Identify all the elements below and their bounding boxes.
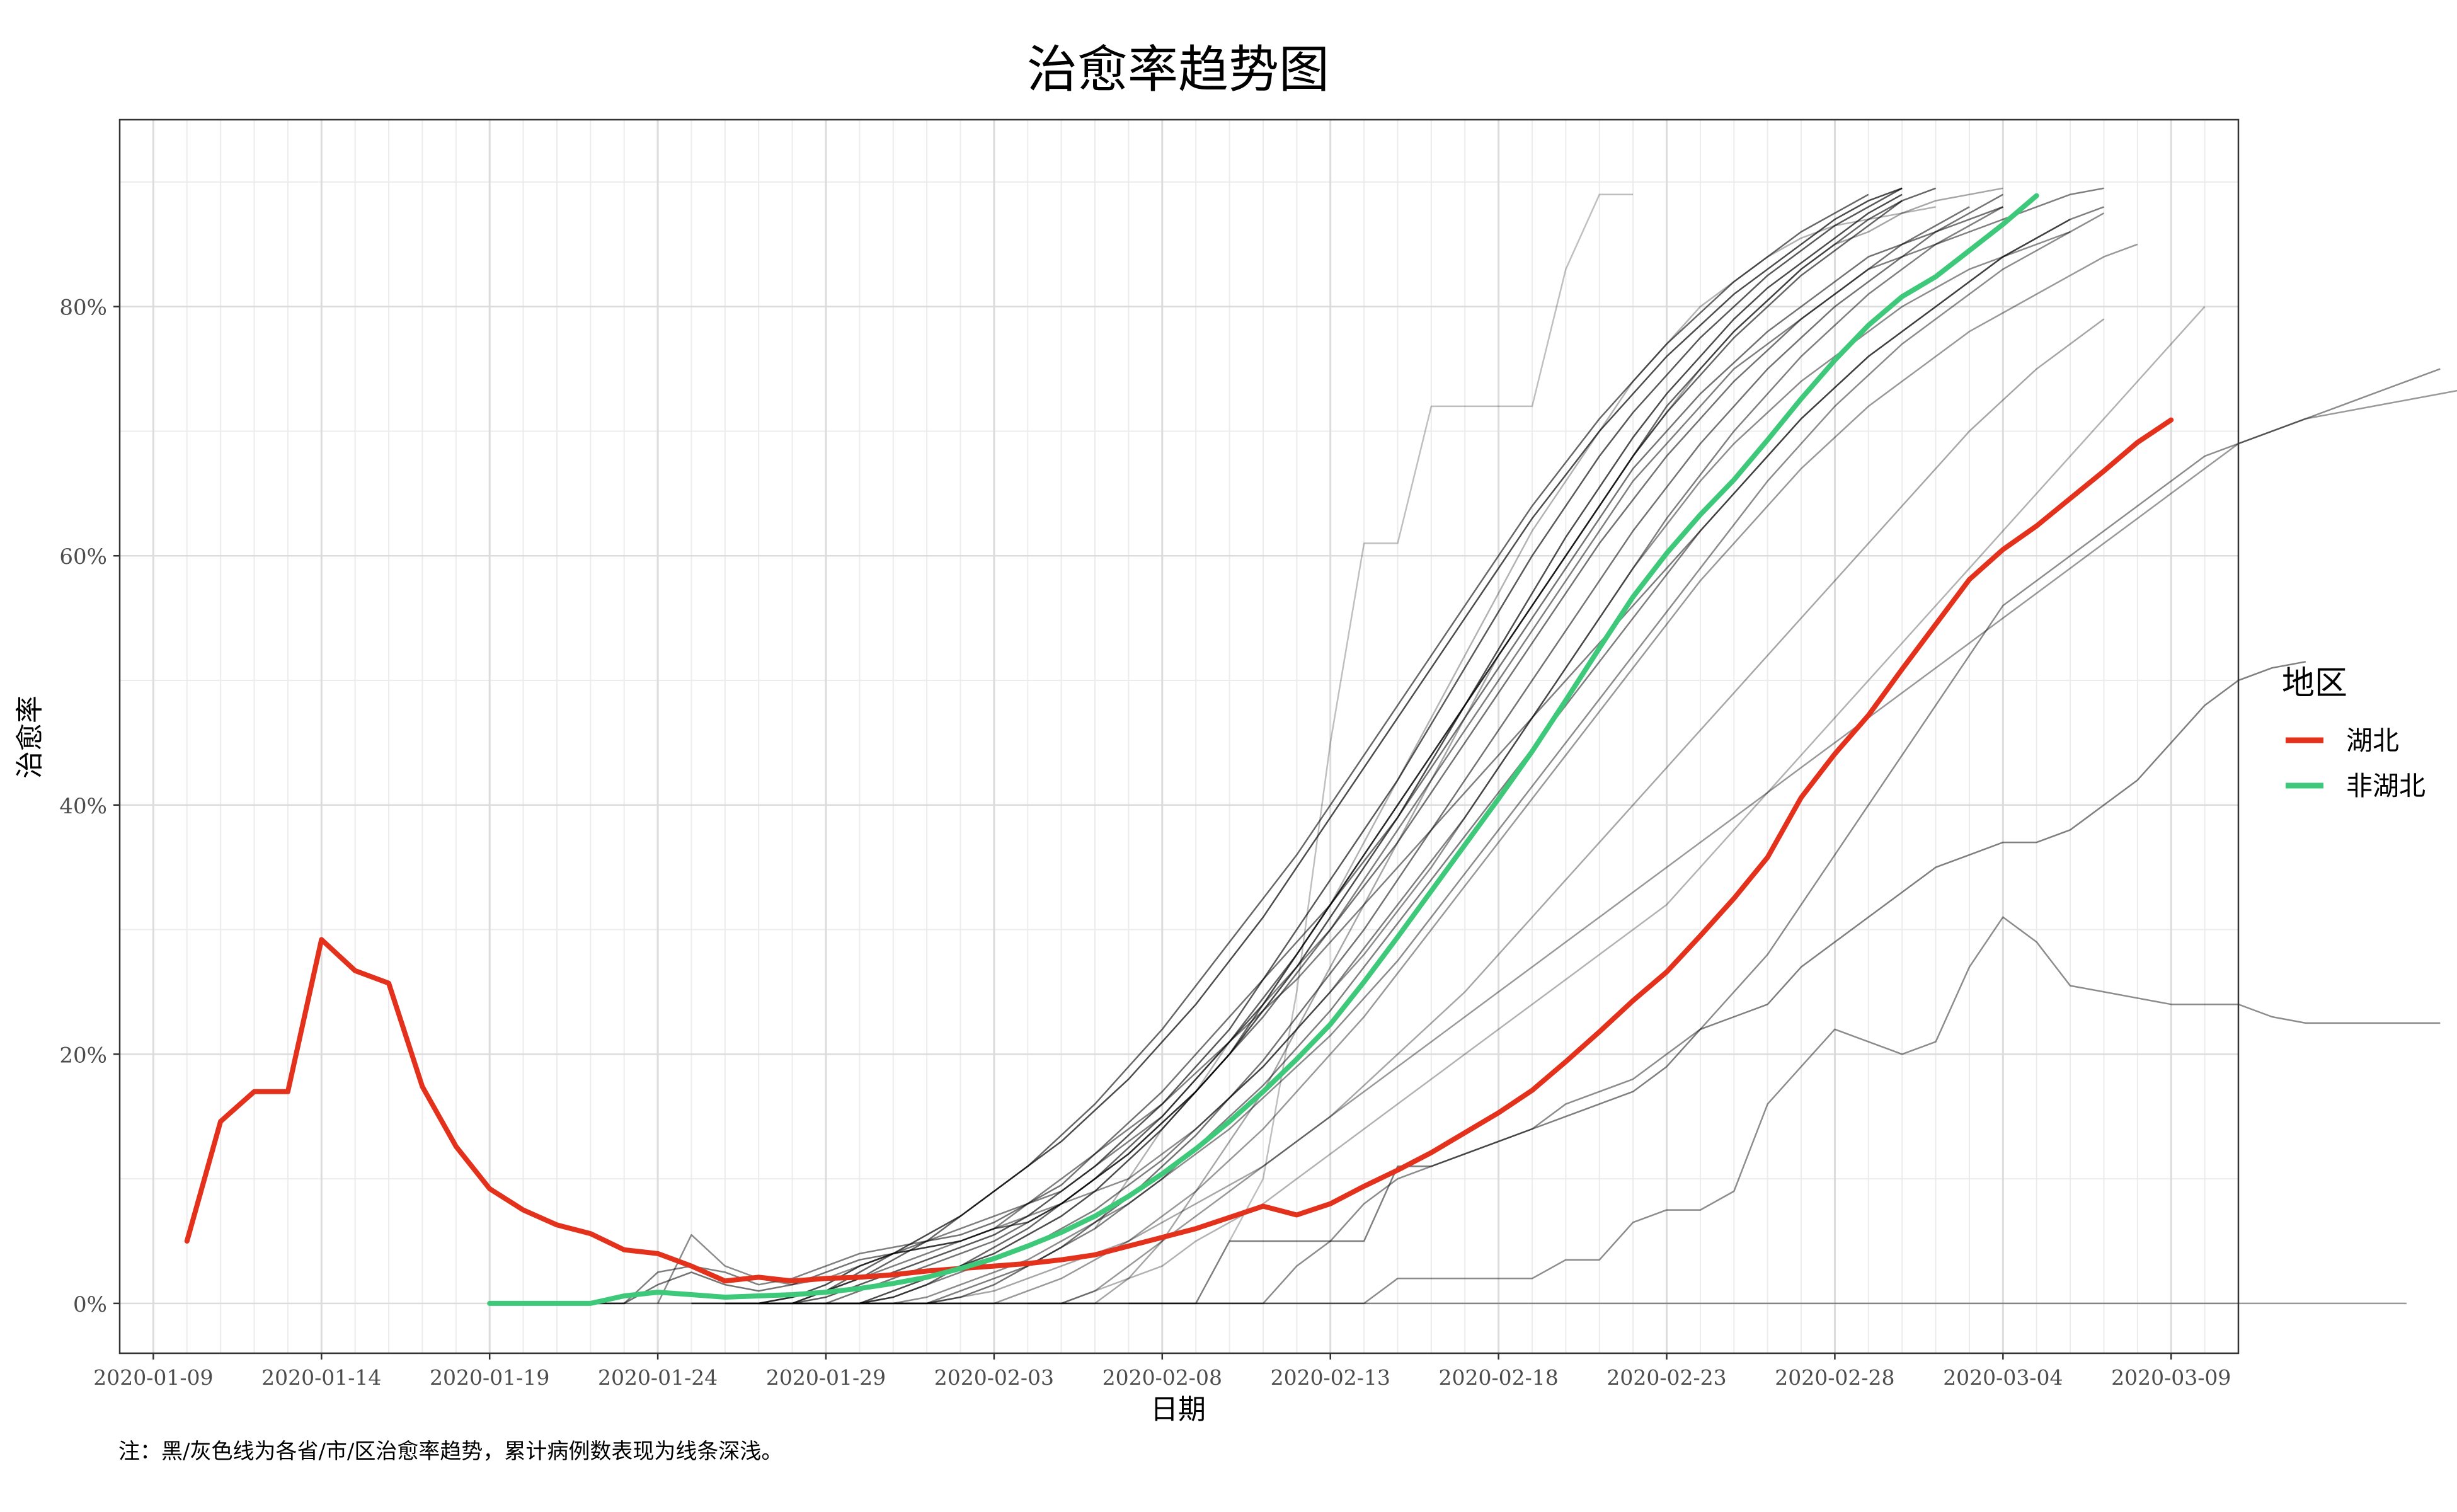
x-axis-label: 日期 [1150, 1394, 1206, 1426]
x-tick-label: 2020-02-13 [1271, 1365, 1390, 1390]
series-line-non-hubei [487, 193, 2039, 1306]
province-line [759, 187, 1903, 1305]
x-tick-label: 2020-02-28 [1775, 1365, 1894, 1390]
province-line [759, 206, 1970, 1305]
legend-label-non-hubei: 非湖北 [2346, 770, 2426, 801]
x-tick-label: 2020-03-04 [1943, 1365, 2063, 1390]
province-line [826, 212, 2105, 1305]
y-axis-label: 治愈率 [14, 696, 46, 779]
province-line [859, 318, 2105, 1305]
x-tick-label: 2020-01-29 [766, 1365, 886, 1390]
province-line [893, 193, 2003, 1305]
province-line [1228, 193, 1634, 1242]
province-line [724, 193, 1869, 1305]
grid [119, 120, 2239, 1353]
y-tick-label: 80% [59, 295, 107, 321]
province-line [691, 206, 2104, 1305]
y-tick-label: 40% [59, 794, 107, 819]
province-line [724, 187, 1903, 1305]
province-lines [523, 187, 2457, 1305]
x-tick-label: 2020-01-19 [430, 1365, 549, 1390]
x-tick-label: 2020-01-24 [598, 1365, 718, 1390]
main-series [184, 193, 2174, 1306]
province-line [1128, 368, 2441, 1305]
y-tick-label: 60% [59, 544, 107, 570]
x-tick-label: 2020-01-09 [93, 1365, 213, 1390]
province-line [927, 243, 2138, 1305]
y-tick-label: 20% [59, 1043, 107, 1068]
caption: 注：黑/灰色线为各省/市/区治愈率趋势，累计病例数表现为线条深浅。 [118, 1439, 782, 1464]
province-line [523, 661, 2306, 1305]
y-axis: 0% 20% 40% 60% 80% [59, 295, 120, 1317]
province-line [1028, 389, 2457, 1305]
province-line [1061, 187, 2003, 1305]
x-tick-label: 2020-03-09 [2111, 1365, 2231, 1390]
x-tick-label: 2020-02-08 [1102, 1365, 1222, 1390]
panel-border [118, 118, 2240, 1354]
province-line [792, 306, 2206, 1305]
x-tick-label: 2020-02-23 [1606, 1365, 1726, 1390]
legend: 地区 湖北 非湖北 [2282, 665, 2426, 801]
x-tick-label: 2020-01-14 [261, 1365, 381, 1390]
series-line-hubei [184, 417, 2174, 1284]
province-line [826, 200, 1903, 1305]
province-line [792, 193, 1903, 1305]
province-line [590, 206, 2003, 1305]
x-axis: 2020-01-09 2020-01-14 2020-01-19 2020-01-24… [93, 1353, 2231, 1390]
legend-title: 地区 [2282, 665, 2347, 702]
x-tick-label: 2020-02-18 [1438, 1365, 1558, 1390]
chart-title: 治愈率趋势图 [1027, 40, 1329, 99]
y-tick-label: 0% [73, 1292, 107, 1317]
x-tick-label: 2020-02-03 [934, 1365, 1054, 1390]
legend-label-hubei: 湖北 [2346, 725, 2399, 756]
